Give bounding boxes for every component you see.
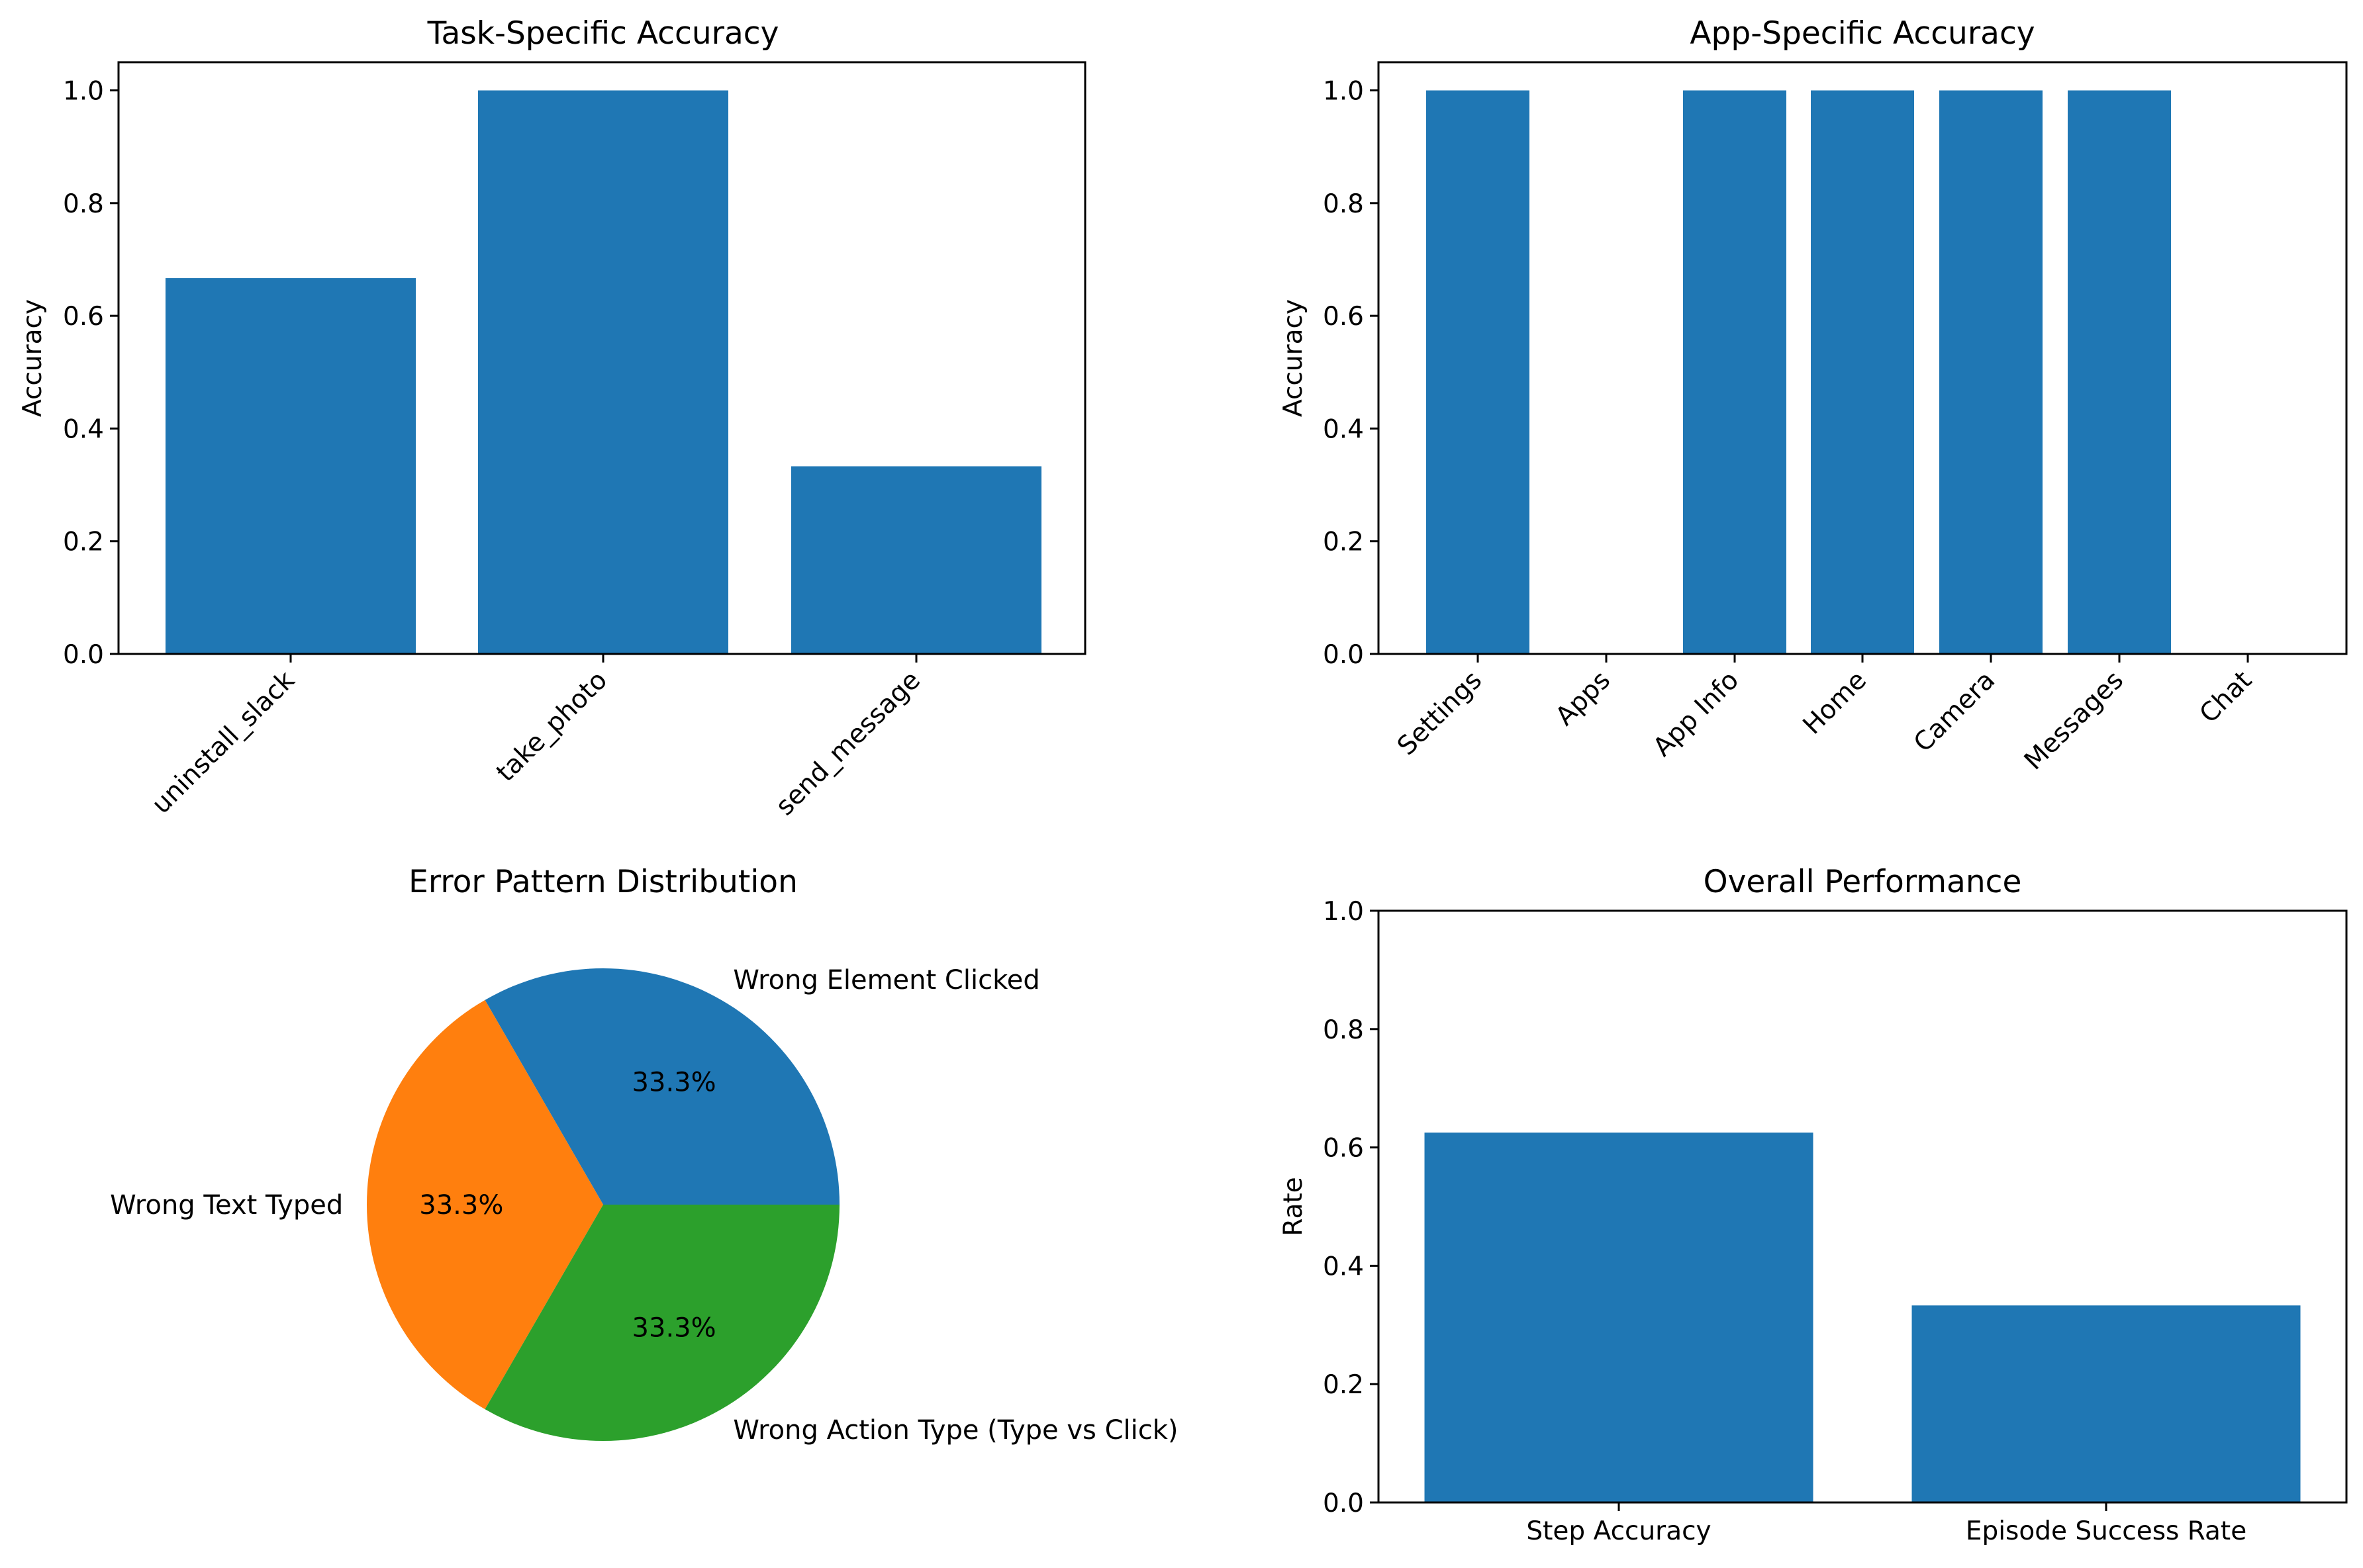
task-y-tick-label-2: 0.4 (63, 414, 104, 444)
task-x-tick-label-1: take_photo (491, 665, 613, 788)
pie-pct-label-1: 33.3% (419, 1190, 503, 1221)
app-x-tick-label-5: Messages (2019, 665, 2129, 776)
task-y-tick-label-3: 0.6 (63, 302, 104, 332)
pie-chart-title: Error Pattern Distribution (409, 864, 798, 900)
app-x-tick-label-0: Settings (1392, 665, 1488, 761)
overall-y-tick-label-4: 0.8 (1323, 1015, 1364, 1045)
pie-pct-label-2: 33.3% (632, 1313, 716, 1344)
app-bar-3 (1811, 90, 1914, 655)
app-bar-0 (1426, 90, 1529, 655)
task-y-tick-label-1: 0.2 (63, 528, 104, 557)
app-x-tick-label-4: Camera (1908, 665, 2001, 758)
pie-labels: 33.3% Wrong Element Clicked 33.3% Wrong Tex… (110, 965, 1178, 1446)
app-x-tick-label-2: App Info (1647, 665, 1745, 762)
app-x-tick-label-3: Home (1798, 665, 1872, 740)
task-y-tick-label-4: 0.8 (63, 189, 104, 219)
overall-bar-1 (1911, 1305, 2301, 1502)
app-bar-4 (1939, 90, 2043, 655)
app-x-tick-label-6: Chat (2194, 665, 2258, 729)
overall-plot-frame (1377, 909, 2348, 1504)
error-pattern-chart: Error Pattern Distribution 33.3% Wrong El… (110, 864, 1178, 1446)
overall-x-tick-label-1: Episode Success Rate (1966, 1516, 2246, 1546)
pie-pct-label-0: 33.3% (632, 1067, 716, 1097)
app-x-ticks: Settings Apps App Info Home Camera Messages Ch… (1392, 654, 2258, 776)
pie-slice-label-2: Wrong Action Type (Type vs Click) (733, 1415, 1178, 1446)
task-x-ticks: uninstall_slack take_photo send_message (146, 654, 926, 821)
app-y-axis-label: Accuracy (1278, 299, 1308, 417)
task-y-tick-label-0: 0.0 (63, 640, 104, 670)
task-x-tick-label-2: send_message (770, 665, 926, 821)
app-y-tick-label-4: 0.8 (1323, 189, 1364, 219)
overall-performance-chart: Overall Performance 0.0 0.2 0.4 0.6 0.8 1.0 S… (1278, 864, 2348, 1546)
task-plot-frame (117, 61, 1086, 655)
app-y-tick-label-0: 0.0 (1323, 640, 1364, 670)
overall-y-axis-label: Rate (1278, 1177, 1308, 1236)
overall-y-tick-label-2: 0.4 (1323, 1252, 1364, 1281)
app-accuracy-chart: App-Specific Accuracy 0.0 0.2 0.4 0.6 0.8 1.0… (1278, 15, 2348, 776)
app-y-tick-label-5: 1.0 (1323, 77, 1364, 107)
overall-bars (1424, 1132, 2301, 1502)
app-y-tick-label-3: 0.6 (1323, 302, 1364, 332)
pie-slice-label-1: Wrong Text Typed (110, 1190, 343, 1221)
overall-chart-title: Overall Performance (1704, 864, 2022, 900)
overall-y-tick-label-3: 0.6 (1323, 1134, 1364, 1164)
task-x-tick-label-0: uninstall_slack (146, 665, 301, 819)
pie-slices (367, 968, 840, 1442)
task-bar-2 (791, 466, 1041, 654)
app-plot-frame (1377, 61, 2348, 655)
overall-y-tick-label-0: 0.0 (1323, 1489, 1364, 1518)
overall-x-ticks: Step Accuracy Episode Success Rate (1526, 1502, 2246, 1546)
task-bars (166, 90, 1041, 655)
overall-bar-0 (1424, 1132, 1813, 1502)
pie-slice-label-0: Wrong Element Clicked (733, 965, 1039, 995)
app-bar-2 (1683, 90, 1786, 655)
task-chart-title: Task-Specific Accuracy (427, 15, 779, 52)
app-bar-5 (2068, 90, 2171, 655)
overall-y-tick-label-5: 1.0 (1323, 897, 1364, 927)
app-chart-title: App-Specific Accuracy (1690, 15, 2035, 52)
overall-x-tick-label-0: Step Accuracy (1526, 1516, 1711, 1546)
overall-y-tick-label-1: 0.2 (1323, 1370, 1364, 1400)
task-accuracy-chart: Task-Specific Accuracy 0.0 0.2 0.4 0.6 0.8 1.… (18, 15, 1086, 821)
task-y-ticks: 0.0 0.2 0.4 0.6 0.8 1.0 (63, 77, 119, 670)
app-y-ticks: 0.0 0.2 0.4 0.6 0.8 1.0 (1323, 77, 1378, 670)
app-x-tick-label-1: Apps (1550, 665, 1616, 731)
app-y-tick-label-2: 0.4 (1323, 414, 1364, 444)
task-bar-1 (478, 90, 728, 655)
pie-slice-0 (485, 968, 840, 1205)
task-y-axis-label: Accuracy (18, 299, 48, 417)
app-y-tick-label-1: 0.2 (1323, 528, 1364, 557)
pie-slice-2 (485, 1205, 840, 1442)
task-y-tick-label-5: 1.0 (63, 77, 104, 107)
app-bars (1426, 90, 2171, 655)
overall-y-ticks: 0.0 0.2 0.4 0.6 0.8 1.0 (1323, 897, 1378, 1518)
task-bar-0 (166, 278, 416, 654)
